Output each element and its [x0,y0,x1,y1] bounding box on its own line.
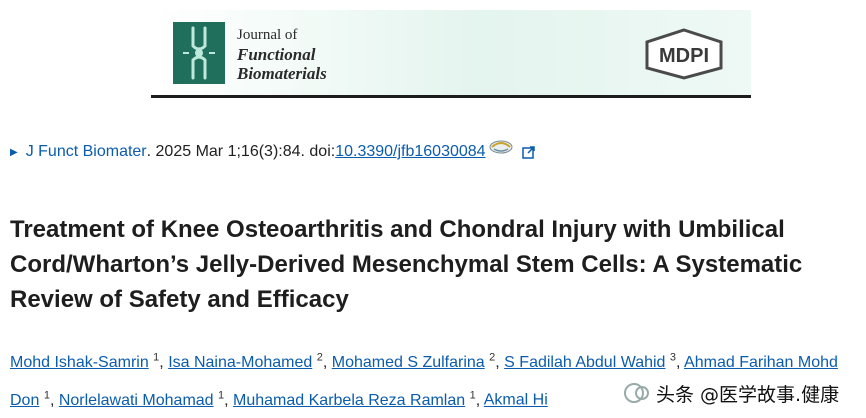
author-link[interactable]: Mohamed S Zulfarina [331,354,485,372]
mdpi-logo-text: MDPI [659,45,709,67]
journal-knee-logo-icon [173,22,225,84]
author-link[interactable]: Isa Naina-Mohamed [168,354,313,372]
watermark-text: 头条 @医学故事.健康 [656,383,840,406]
author-link[interactable]: Muhamad Karbela Reza Ramlan [233,391,466,409]
journal-banner: Journal of Functional Biomaterials MDPI [151,10,751,98]
citation-line: ▶ J Funct Biomater . 2025 Mar 1;16(3):84… [10,140,535,161]
author-item: Akmal Hi [484,392,548,409]
author-affiliation: 1 [153,352,160,364]
author-link[interactable]: Mohd Ishak-Samrin [10,354,149,372]
author-affiliation: 1 [469,389,476,402]
journal-name-line2: Functional [237,45,316,64]
full-text-icon[interactable] [488,137,514,155]
author-affiliation: 1 [43,389,50,402]
author-link[interactable]: Ahmad Farihan Mohd Don [10,354,838,409]
citation-details: . 2025 Mar 1;16(3):84. doi: [146,143,336,160]
author-item: S Fadilah Abdul Wahid 3, [504,352,685,372]
author-affiliation: 2 [489,352,496,364]
journal-name: Journal of Functional Biomaterials [237,26,327,83]
author-affiliation: 1 [218,389,225,402]
toutiao-logo-icon [624,383,649,403]
author-affiliation: 2 [316,352,323,364]
mdpi-logo: MDPI [643,28,725,80]
triangle-right-icon: ▶ [10,146,18,158]
author-item: Mohamed S Zulfarina 2, [331,352,505,372]
author-item: Muhamad Karbela Reza Ramlan 1, [233,389,484,409]
author-item: Ahmad Farihan Mohd Don 1, [10,354,838,409]
author-link[interactable]: Akmal Hi [483,391,548,409]
watermark: 头条 @医学故事.健康 [622,379,866,407]
external-link-icon[interactable] [521,145,535,159]
author-link[interactable]: S Fadilah Abdul Wahid [504,354,666,372]
author-affiliation: 3 [669,352,677,364]
journal-name-line1: Journal of [237,27,298,43]
author-item: Norlelawati Mohamad 1, [58,389,234,409]
article-title: Treatment of Knee Osteoarthritis and Cho… [10,216,803,313]
author-item: Isa Naina-Mohamed 2, [168,352,332,372]
author-list: Mohd Ishak-Samrin 1, Isa Naina-Mohamed 2… [10,342,866,417]
journal-link[interactable]: J Funct Biomater [25,143,147,160]
author-item: Mohd Ishak-Samrin 1, [10,352,169,372]
author-link[interactable]: Norlelawati Mohamad [58,391,214,409]
doi-link[interactable]: 10.3390/jfb16030084 [335,143,486,160]
journal-name-line3: Biomaterials [237,64,327,83]
